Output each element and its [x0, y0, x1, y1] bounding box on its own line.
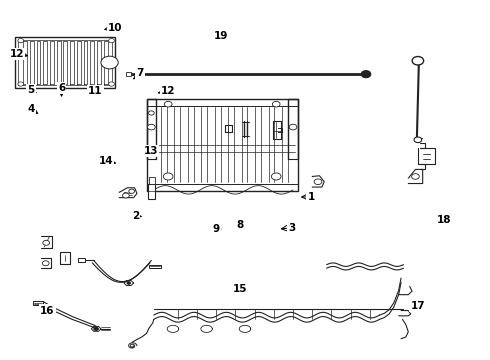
Text: 19: 19	[214, 31, 228, 41]
Bar	[33, 301, 43, 305]
Circle shape	[109, 82, 114, 86]
Circle shape	[18, 39, 24, 43]
Circle shape	[122, 193, 129, 198]
Circle shape	[129, 189, 135, 193]
Text: 12: 12	[161, 86, 175, 96]
Circle shape	[94, 327, 98, 330]
Text: 15: 15	[233, 284, 247, 294]
Text: 10: 10	[108, 23, 122, 33]
Text: 18: 18	[437, 215, 451, 225]
Circle shape	[43, 240, 49, 245]
Bar	[149, 265, 161, 268]
Bar	[78, 258, 85, 262]
Bar	[15, 37, 115, 88]
Circle shape	[289, 124, 297, 130]
Circle shape	[412, 57, 424, 65]
Circle shape	[101, 56, 118, 69]
Text: 14: 14	[98, 156, 113, 166]
Text: 8: 8	[237, 220, 244, 230]
Text: 16: 16	[40, 306, 54, 315]
Text: 11: 11	[88, 86, 102, 96]
Text: 12: 12	[10, 49, 24, 59]
Circle shape	[148, 111, 154, 115]
Text: 9: 9	[213, 224, 220, 234]
Circle shape	[18, 82, 24, 86]
Text: 5: 5	[27, 85, 34, 95]
Circle shape	[164, 101, 172, 107]
Circle shape	[147, 124, 155, 130]
Text: 1: 1	[308, 192, 315, 202]
Text: 7: 7	[137, 68, 144, 78]
Circle shape	[127, 282, 131, 284]
Circle shape	[412, 174, 419, 179]
Circle shape	[271, 173, 281, 180]
Bar	[149, 177, 155, 184]
Text: 3: 3	[288, 222, 295, 233]
Text: 17: 17	[411, 301, 425, 311]
Text: 4: 4	[27, 104, 34, 114]
Circle shape	[109, 39, 114, 43]
Text: 13: 13	[144, 146, 158, 156]
Circle shape	[272, 101, 280, 107]
Bar	[148, 184, 155, 199]
Text: 6: 6	[58, 83, 65, 93]
Circle shape	[414, 137, 422, 143]
Bar	[126, 72, 131, 76]
Circle shape	[361, 71, 371, 78]
Circle shape	[314, 179, 322, 185]
Text: 2: 2	[132, 211, 139, 221]
Circle shape	[163, 173, 173, 180]
Circle shape	[42, 261, 49, 266]
